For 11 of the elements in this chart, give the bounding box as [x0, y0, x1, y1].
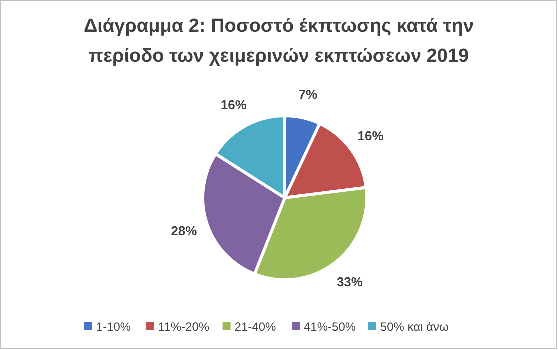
- legend-label: 11%-20%: [158, 320, 210, 334]
- legend-label: 21-40%: [234, 320, 276, 334]
- chart-title: Διάγραμμα 2: Ποσοστό έκπτωσης κατά την περίοδο των χειμερινών εκπτώσεων 2019: [84, 16, 474, 67]
- legend-label: 50% και άνω: [380, 320, 449, 334]
- data-label: 28%: [171, 223, 198, 238]
- legend-label: 41%-50%: [304, 320, 356, 334]
- data-label: 33%: [336, 274, 364, 290]
- data-label: 7%: [298, 87, 318, 102]
- data-label: 16%: [220, 98, 248, 113]
- data-label: 16%: [358, 128, 384, 144]
- legend-label: 1-10%: [96, 320, 132, 334]
